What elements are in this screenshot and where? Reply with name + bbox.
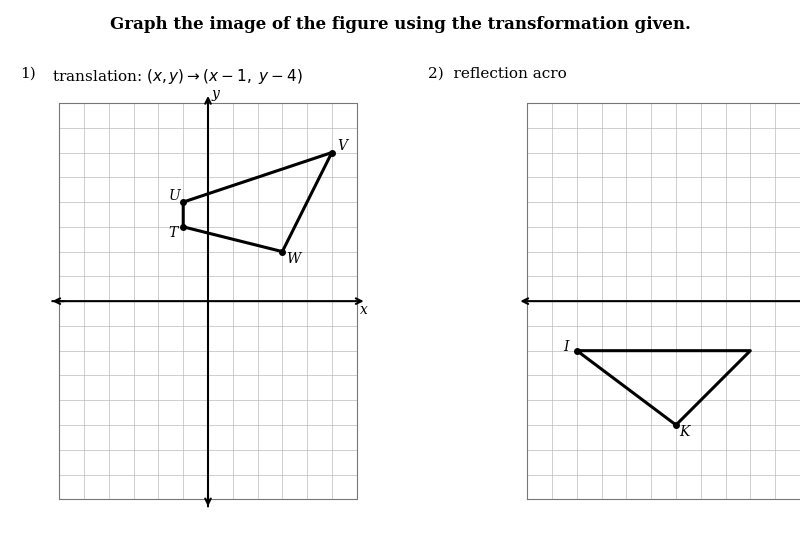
Text: V: V	[337, 139, 346, 153]
Text: translation: $(x, y) \rightarrow (x - 1,\ y - 4)$: translation: $(x, y) \rightarrow (x - 1,…	[52, 67, 303, 86]
Text: T: T	[168, 226, 178, 240]
Text: 1): 1)	[20, 67, 36, 80]
Text: K: K	[680, 425, 690, 439]
Text: I: I	[563, 340, 569, 354]
Text: y: y	[212, 87, 219, 101]
Text: Graph the image of the figure using the transformation given.: Graph the image of the figure using the …	[110, 16, 690, 33]
Text: 2)  reflection acro: 2) reflection acro	[428, 67, 566, 80]
Text: x: x	[360, 303, 368, 317]
Text: U: U	[168, 189, 180, 203]
Text: W: W	[286, 252, 300, 266]
